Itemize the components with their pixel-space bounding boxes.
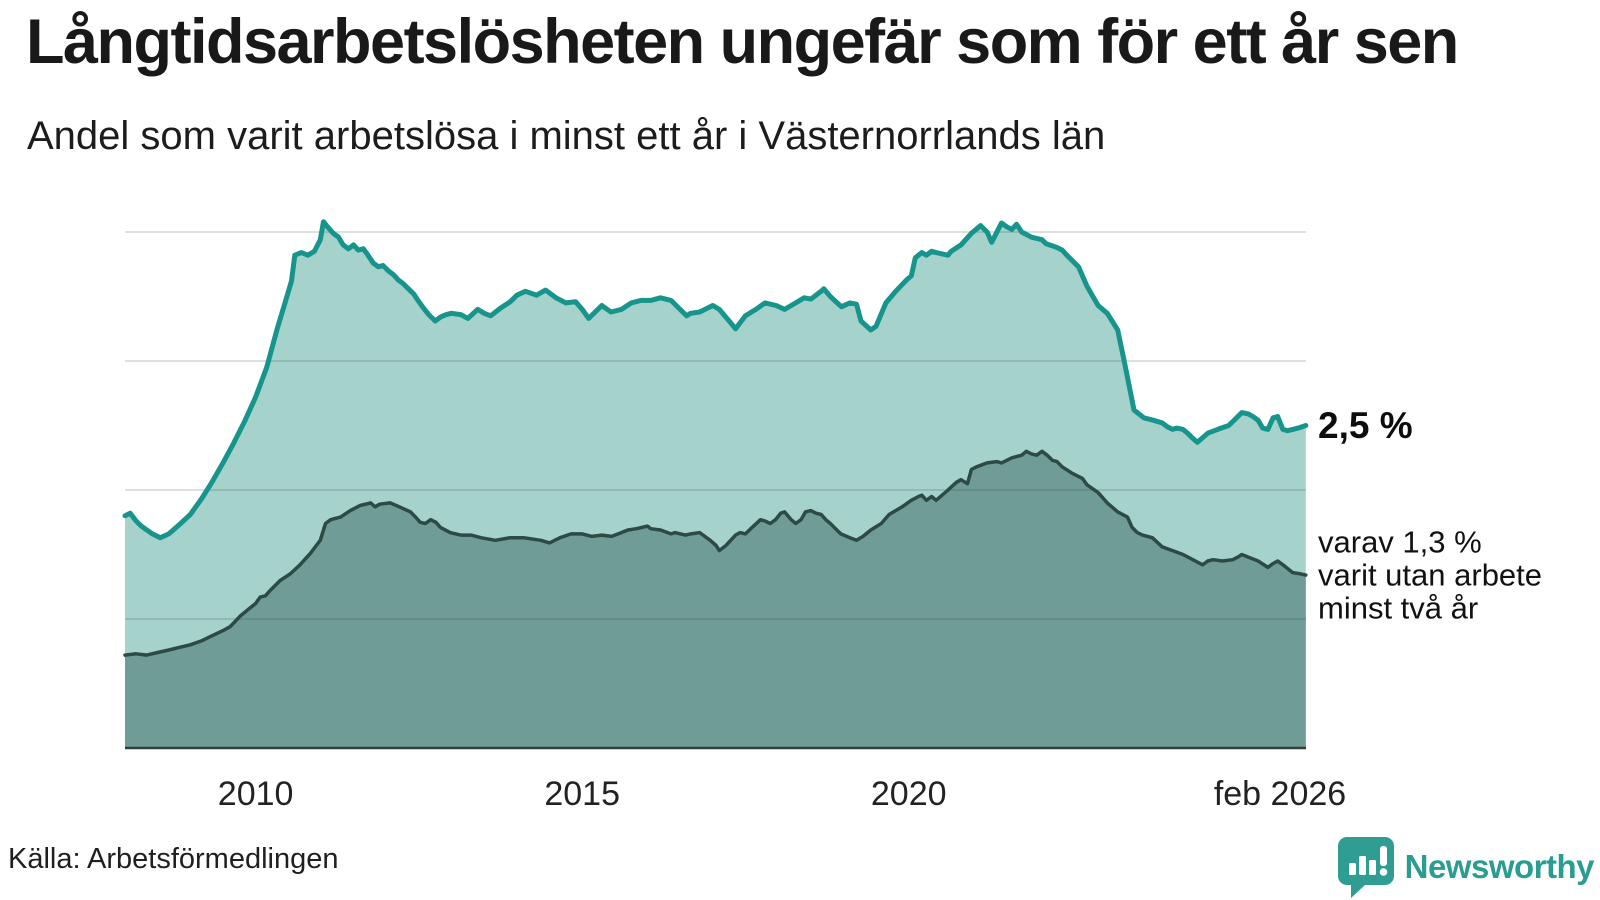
page-title: Långtidsarbetslösheten ungefär som för e… <box>26 7 1459 77</box>
logo-bar-2 <box>1358 856 1366 875</box>
two-year-annotation-line1: varav 1,3 % <box>1318 524 1482 560</box>
x-tick-2015: 2015 <box>544 775 620 813</box>
newsworthy-logo-text: Newsworthy <box>1404 848 1595 885</box>
logo-bar-1 <box>1348 863 1356 875</box>
two-year-annotation-line3: minst två år <box>1318 590 1479 626</box>
logo-exclamation-dot <box>1379 868 1387 876</box>
newsworthy-logo-icon <box>1337 837 1394 898</box>
x-tick-2010: 2010 <box>217 775 294 813</box>
x-tick-feb-2026: feb 2026 <box>1213 775 1347 813</box>
logo-exclamation-bar <box>1379 846 1387 866</box>
x-tick-2020: 2020 <box>870 775 947 813</box>
source-note: Källa: Arbetsförmedlingen <box>8 843 339 875</box>
logo-bar-3 <box>1368 860 1376 875</box>
two-year-line <box>123 449 1308 657</box>
two-year-annotation: varav 1,3 % varit utan arbete minst två … <box>1318 526 1542 625</box>
total-line <box>122 219 1309 541</box>
page-subtitle: Andel som varit arbetslösa i minst ett å… <box>27 114 1106 158</box>
latest-total-annotation: 2,5 % <box>1318 404 1413 446</box>
two-year-annotation-line2: varit utan arbete <box>1318 557 1543 593</box>
two-year-area <box>125 451 1306 748</box>
newsworthy-logo: Newsworthy <box>1337 836 1595 898</box>
